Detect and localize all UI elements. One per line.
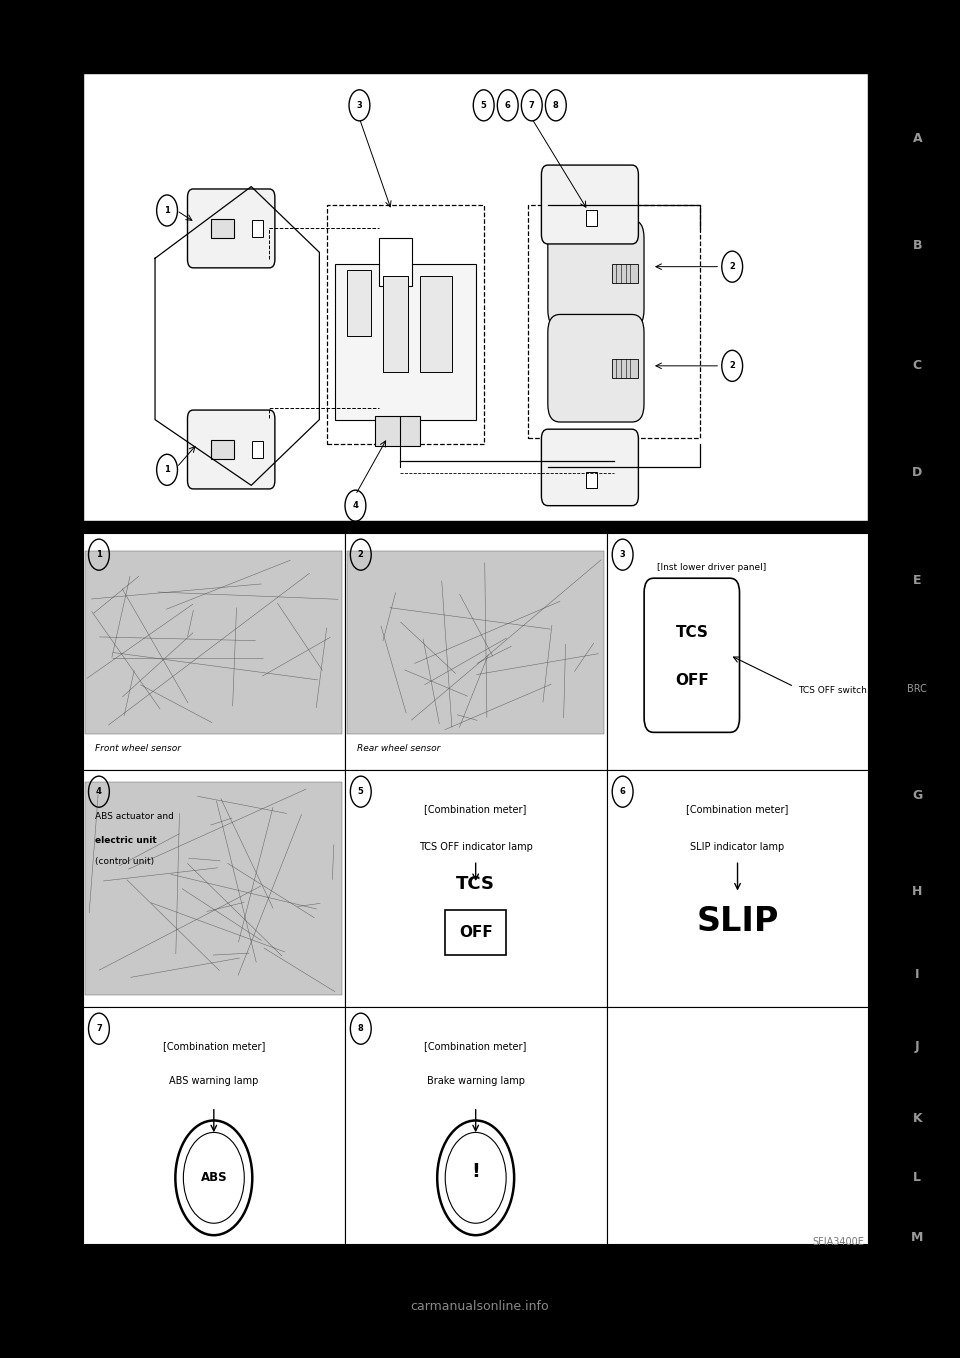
Bar <box>383 276 408 372</box>
Text: L: L <box>913 1172 922 1184</box>
Bar <box>83 1008 345 1244</box>
Text: Brake warning lamp: Brake warning lamp <box>426 1077 525 1086</box>
Text: 5: 5 <box>481 100 487 110</box>
Text: 6: 6 <box>620 788 626 796</box>
Bar <box>83 534 345 770</box>
Text: OFF: OFF <box>675 672 708 689</box>
Text: 5: 5 <box>358 788 364 796</box>
Bar <box>252 441 263 458</box>
FancyBboxPatch shape <box>187 189 275 268</box>
Bar <box>587 473 597 488</box>
Bar <box>587 210 597 225</box>
Text: electric unit: electric unit <box>95 837 156 845</box>
Text: SLIP: SLIP <box>696 906 779 938</box>
Bar <box>335 265 475 420</box>
Bar <box>607 1008 869 1244</box>
Text: [Combination meter]: [Combination meter] <box>686 804 789 813</box>
Text: D: D <box>912 466 923 479</box>
Text: ABS actuator and: ABS actuator and <box>95 812 174 822</box>
FancyBboxPatch shape <box>548 220 644 327</box>
Text: (control unit): (control unit) <box>95 857 154 866</box>
FancyBboxPatch shape <box>541 429 638 505</box>
Bar <box>612 265 637 284</box>
Text: E: E <box>913 574 922 587</box>
Text: B: B <box>913 239 922 253</box>
FancyBboxPatch shape <box>187 410 275 489</box>
Text: I: I <box>915 968 920 982</box>
Text: ABS: ABS <box>201 1172 228 1184</box>
Bar <box>85 782 343 995</box>
Bar <box>252 220 263 236</box>
Text: 2: 2 <box>730 361 735 371</box>
Bar <box>379 238 412 285</box>
Text: OFF: OFF <box>459 925 492 940</box>
Text: !: ! <box>471 1162 480 1181</box>
Text: TCS: TCS <box>456 876 495 894</box>
Bar <box>348 270 372 335</box>
Text: [Inst lower driver panel]: [Inst lower driver panel] <box>657 564 766 572</box>
Text: 4: 4 <box>352 501 358 511</box>
Bar <box>528 205 700 437</box>
Bar <box>211 219 233 238</box>
Text: [Combination meter]: [Combination meter] <box>424 804 527 813</box>
FancyBboxPatch shape <box>644 579 739 732</box>
Bar <box>420 276 451 372</box>
Text: 3: 3 <box>620 550 626 559</box>
Text: 1: 1 <box>164 466 170 474</box>
Text: Front wheel sensor: Front wheel sensor <box>95 744 180 752</box>
Text: M: M <box>911 1232 924 1244</box>
Text: carmanualsonline.info: carmanualsonline.info <box>411 1300 549 1313</box>
Text: 1: 1 <box>96 550 102 559</box>
Bar <box>348 551 604 735</box>
Text: ABS warning lamp: ABS warning lamp <box>169 1077 258 1086</box>
Bar <box>83 770 345 1008</box>
Text: 2: 2 <box>730 262 735 272</box>
Bar <box>85 551 343 735</box>
Bar <box>612 359 637 378</box>
Text: TCS OFF switch: TCS OFF switch <box>798 686 867 695</box>
Bar <box>345 770 607 1008</box>
Text: G: G <box>912 789 923 803</box>
FancyBboxPatch shape <box>541 166 638 244</box>
Text: 6: 6 <box>505 100 511 110</box>
Bar <box>83 73 869 521</box>
Text: 8: 8 <box>358 1024 364 1033</box>
Bar <box>607 534 869 770</box>
Text: SFIA3400E: SFIA3400E <box>812 1237 864 1247</box>
Text: C: C <box>913 359 922 372</box>
Text: TCS: TCS <box>676 625 708 640</box>
Bar <box>375 416 420 445</box>
Bar <box>327 205 484 444</box>
Text: Rear wheel sensor: Rear wheel sensor <box>357 744 440 752</box>
FancyBboxPatch shape <box>548 315 644 422</box>
Text: TCS OFF indicator lamp: TCS OFF indicator lamp <box>419 842 533 851</box>
Bar <box>345 1008 607 1244</box>
Text: 8: 8 <box>553 100 559 110</box>
Text: 1: 1 <box>164 206 170 215</box>
Text: H: H <box>912 884 923 898</box>
Text: [Combination meter]: [Combination meter] <box>162 1040 265 1051</box>
Bar <box>445 910 506 955</box>
Text: K: K <box>912 1112 923 1124</box>
Text: 7: 7 <box>529 100 535 110</box>
Bar <box>345 534 607 770</box>
Text: J: J <box>915 1040 920 1052</box>
Text: A: A <box>912 132 923 145</box>
Text: [Combination meter]: [Combination meter] <box>424 1040 527 1051</box>
Text: 7: 7 <box>96 1024 102 1033</box>
Text: 3: 3 <box>356 100 362 110</box>
Text: 4: 4 <box>96 788 102 796</box>
Bar <box>607 770 869 1008</box>
Text: BRC: BRC <box>907 684 927 694</box>
Text: 2: 2 <box>358 550 364 559</box>
Bar <box>211 440 233 459</box>
Text: SLIP indicator lamp: SLIP indicator lamp <box>690 842 784 851</box>
